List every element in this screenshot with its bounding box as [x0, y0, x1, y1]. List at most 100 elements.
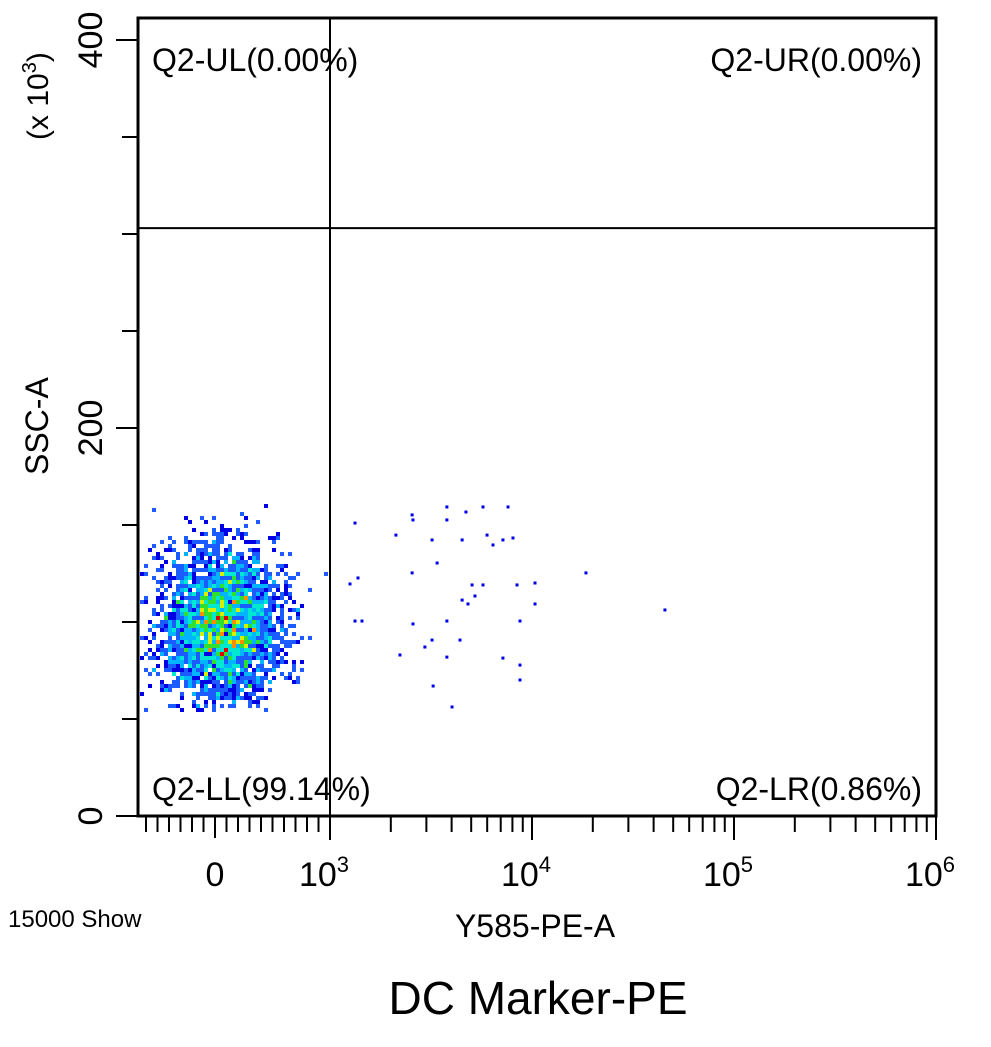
density-point	[220, 528, 224, 532]
data-point	[445, 505, 449, 509]
data-point	[485, 533, 489, 537]
density-point	[184, 660, 188, 664]
density-point	[272, 604, 276, 608]
density-point	[252, 656, 256, 660]
density-point	[208, 552, 212, 556]
event-count-label: 15000 Show	[8, 906, 142, 933]
density-point	[244, 640, 248, 644]
density-point	[236, 696, 240, 700]
density-point	[192, 648, 196, 652]
density-point	[240, 536, 244, 540]
density-point	[244, 636, 248, 640]
density-point	[232, 612, 236, 616]
density-point	[156, 644, 160, 648]
density-point	[284, 644, 288, 648]
density-point	[280, 640, 284, 644]
density-point	[252, 612, 256, 616]
density-point	[184, 632, 188, 636]
density-point	[264, 612, 268, 616]
density-point	[232, 568, 236, 572]
density-point	[228, 648, 232, 652]
density-point	[228, 552, 232, 556]
density-point	[216, 532, 220, 536]
density-point	[256, 652, 260, 656]
density-point	[152, 636, 156, 640]
density-point	[244, 672, 248, 676]
density-point	[208, 656, 212, 660]
density-point	[232, 620, 236, 624]
density-point	[208, 588, 212, 592]
density-point	[272, 628, 276, 632]
density-point	[232, 700, 236, 704]
density-point	[196, 636, 200, 640]
density-point	[188, 636, 192, 640]
density-point	[244, 648, 248, 652]
density-point	[232, 688, 236, 692]
density-point	[168, 684, 172, 688]
density-point	[188, 676, 192, 680]
density-point	[228, 704, 232, 708]
density-point	[252, 676, 256, 680]
density-point	[196, 640, 200, 644]
density-point	[232, 592, 236, 596]
density-point	[248, 616, 252, 620]
density-point	[240, 560, 244, 564]
density-point	[192, 544, 196, 548]
density-point	[264, 576, 268, 580]
density-point	[228, 568, 232, 572]
density-point	[240, 532, 244, 536]
density-point	[264, 608, 268, 612]
density-point	[152, 624, 156, 628]
density-point	[232, 600, 236, 604]
density-point	[188, 620, 192, 624]
density-point	[276, 632, 280, 636]
density-point	[248, 676, 252, 680]
data-point	[518, 678, 522, 682]
density-point	[264, 668, 268, 672]
density-point	[164, 576, 168, 580]
density-point	[196, 660, 200, 664]
density-point	[276, 564, 280, 568]
density-point	[280, 552, 284, 556]
density-point	[268, 660, 272, 664]
density-point	[204, 540, 208, 544]
density-point	[216, 548, 220, 552]
density-point	[228, 576, 232, 580]
density-point	[164, 628, 168, 632]
density-point	[160, 596, 164, 600]
density-point	[204, 648, 208, 652]
density-point	[224, 656, 228, 660]
density-point	[284, 564, 288, 568]
density-point	[144, 572, 148, 576]
density-point	[200, 600, 204, 604]
density-point	[256, 592, 260, 596]
density-point	[208, 628, 212, 632]
density-point	[272, 592, 276, 596]
density-point	[200, 660, 204, 664]
density-point	[176, 612, 180, 616]
density-point	[168, 664, 172, 668]
density-point	[184, 612, 188, 616]
data-point	[353, 619, 357, 623]
density-point	[180, 612, 184, 616]
density-point	[256, 656, 260, 660]
x-tick-label: 105	[703, 852, 753, 894]
density-point	[220, 696, 224, 700]
density-point	[248, 580, 252, 584]
density-point	[192, 540, 196, 544]
density-point	[216, 656, 220, 660]
density-point	[212, 572, 216, 576]
density-point	[196, 656, 200, 660]
density-point	[248, 556, 252, 560]
x-axis-ticks	[138, 814, 937, 840]
density-point	[188, 624, 192, 628]
density-point	[276, 636, 280, 640]
density-point	[212, 544, 216, 548]
density-point	[232, 584, 236, 588]
density-point	[252, 592, 256, 596]
density-point	[212, 592, 216, 596]
density-point	[248, 684, 252, 688]
density-point	[196, 596, 200, 600]
density-point	[160, 644, 164, 648]
density-point	[208, 640, 212, 644]
